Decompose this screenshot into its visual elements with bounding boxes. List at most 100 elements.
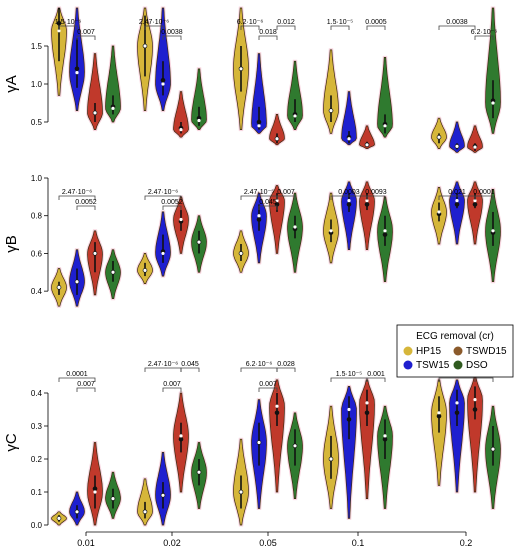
violin-body: [87, 53, 103, 130]
significance-label: 0.0038: [446, 19, 468, 26]
significance-bracket: [76, 35, 96, 40]
significance-bracket: [144, 367, 182, 372]
violin-body: [269, 379, 285, 493]
legend-swatch: [453, 360, 463, 370]
y-tick-label: 0.6: [31, 249, 43, 258]
significance-label: 0.0052: [161, 199, 183, 206]
significance-label: 0.007: [77, 29, 95, 36]
violin-mean-point: [346, 202, 352, 207]
significance-bracket: [258, 205, 278, 210]
significance-label: 0.021: [448, 189, 466, 196]
significance-label: 0.012: [277, 19, 295, 26]
violin-median-point: [239, 251, 243, 256]
significance-label: 0.045: [259, 199, 277, 206]
significance-label: 1.5·10⁻⁶: [55, 19, 82, 26]
significance-label: 2.47·10⁻⁶: [148, 189, 178, 196]
significance-bracket: [76, 205, 96, 210]
violin-body: [467, 376, 483, 493]
y-tick-label: 1.0: [31, 174, 43, 183]
significance-bracket: [276, 367, 296, 372]
significance-bracket: [240, 25, 260, 30]
violin-median-point: [111, 106, 115, 110]
violin-median-point: [257, 124, 261, 128]
violin-body: [287, 60, 303, 130]
violin-median-point: [197, 470, 201, 474]
x-tick-label: 0.1: [352, 538, 365, 548]
violin-median-point: [491, 447, 495, 451]
significance-label: 2.47·10⁻⁶: [148, 361, 178, 368]
violin-mean-point: [346, 417, 352, 422]
violin-mean-point: [364, 410, 370, 416]
violin-body: [467, 181, 483, 245]
violin-body: [449, 379, 465, 493]
x-tick-label: 0.02: [163, 538, 181, 548]
violin-median-point: [111, 497, 115, 501]
significance-label: 0.001: [367, 371, 385, 378]
violin-median-point: [473, 145, 477, 149]
violin-median-point: [143, 44, 147, 48]
violin-median-point: [275, 404, 279, 408]
violin-median-point: [197, 118, 201, 123]
violin-mean-point: [196, 115, 202, 121]
panel-2: 0.4 0.6 0.8 1.0 γB 2.47·10⁻⁶ 0.0052 2.47·10⁻⁶ 0.…: [3, 174, 503, 308]
violin-median-point: [491, 101, 495, 105]
violin-median-point: [93, 490, 97, 494]
violin-median-point: [473, 199, 477, 203]
violin-median-point: [239, 67, 243, 71]
significance-bracket: [366, 195, 386, 200]
violin-median-point: [365, 401, 369, 405]
significance-bracket: [258, 387, 278, 392]
significance-label: 2.47·10⁻⁶: [139, 19, 169, 26]
violin-body: [449, 121, 465, 153]
violin-body: [359, 379, 375, 499]
legend-label: TSWD15: [466, 346, 507, 357]
panels-layer: 0.51.01.5γA1.5·10⁻⁶0.0072.47·10⁻⁶0.00386…: [3, 6, 503, 530]
violin-body: [359, 181, 375, 251]
violin-median-point: [75, 280, 79, 284]
significance-bracket: [330, 25, 350, 30]
significance-label: 0.045: [181, 361, 199, 368]
violin-mean-point: [160, 77, 166, 83]
y-tick-label: 1.5: [31, 42, 43, 51]
violin-median-point: [455, 401, 459, 405]
violin-median-point: [455, 199, 459, 203]
y-tick-label: 0.8: [31, 212, 43, 221]
significance-label: 0.0003: [338, 189, 360, 196]
violin-mean-point: [472, 202, 478, 207]
violin-median-point: [93, 251, 97, 256]
violin-median-point: [347, 137, 351, 141]
violin-body: [449, 181, 465, 245]
violin-body: [155, 7, 171, 111]
significance-bracket: [180, 367, 200, 372]
violin-mean-point: [178, 436, 184, 442]
significance-label: 0.0052: [75, 199, 97, 206]
violin-body: [323, 49, 339, 134]
violin-median-point: [57, 516, 61, 521]
significance-label: 0.0093: [365, 189, 387, 196]
y-axis-label: γC: [3, 433, 20, 452]
violin-median-point: [179, 217, 183, 222]
violin-mean-point: [364, 202, 370, 207]
violin-mean-point: [490, 98, 496, 104]
violin-mean-point: [256, 217, 262, 222]
violin-body: [191, 68, 207, 130]
significance-bracket: [474, 35, 494, 40]
violin-body: [341, 91, 357, 146]
violin-median-point: [293, 114, 297, 118]
violin-median-point: [383, 434, 387, 438]
legend-label: TSW15: [416, 360, 450, 371]
significance-bracket: [276, 25, 296, 30]
violin-median-point: [275, 199, 279, 203]
legend-label: DSO: [466, 360, 488, 371]
significance-label: 0.007: [277, 189, 295, 196]
x-tick-label: 0.01: [77, 538, 95, 548]
significance-bracket: [474, 377, 494, 382]
violin-mean-point: [454, 202, 460, 207]
significance-label: 0.0001: [473, 189, 495, 196]
significance-bracket: [438, 25, 476, 30]
violin-mean-point: [454, 410, 460, 416]
violin-median-point: [75, 71, 79, 75]
violin-median-point: [239, 490, 243, 494]
significance-label: 0.007: [163, 381, 181, 388]
violin-mean-point: [274, 410, 280, 416]
